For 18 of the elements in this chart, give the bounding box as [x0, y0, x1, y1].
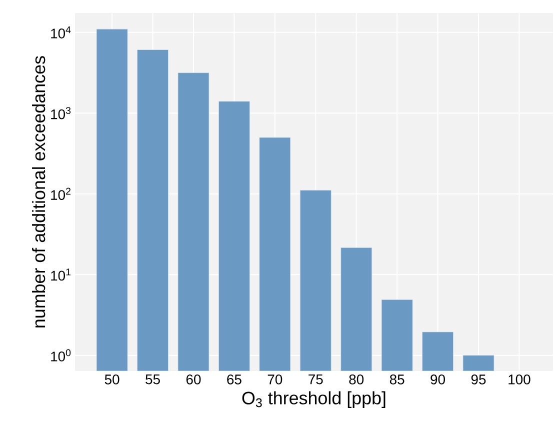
- x-tick-label: 95: [471, 374, 486, 384]
- y-tick-label: 10$^{1}$: [51, 268, 71, 281]
- x-tick-label: 85: [390, 374, 404, 384]
- x-tick-label: 65: [227, 374, 242, 384]
- y-tick-label: 10$^{2}$: [51, 188, 70, 200]
- y-tick-label: 10$^{3}$: [51, 107, 71, 120]
- y-tick-label: 10$^{4}$: [51, 26, 71, 38]
- y-tick-label: 10$^{0}$: [51, 349, 71, 362]
- x-tick-label: 80: [349, 374, 364, 384]
- x-tick-label: 60: [186, 374, 201, 384]
- x-tick-label: 55: [146, 374, 160, 384]
- y-axis-title: number of additional exceedances: [32, 56, 46, 328]
- x-tick-label: 50: [104, 374, 120, 384]
- x-axis-title: O$_{3}$ threshold [ppb]: [242, 391, 386, 408]
- x-tick-label: 100: [508, 374, 530, 384]
- x-tick-label: 70: [268, 374, 282, 384]
- x-tick-label: 75: [308, 374, 323, 384]
- x-tick-label: 90: [430, 374, 445, 384]
